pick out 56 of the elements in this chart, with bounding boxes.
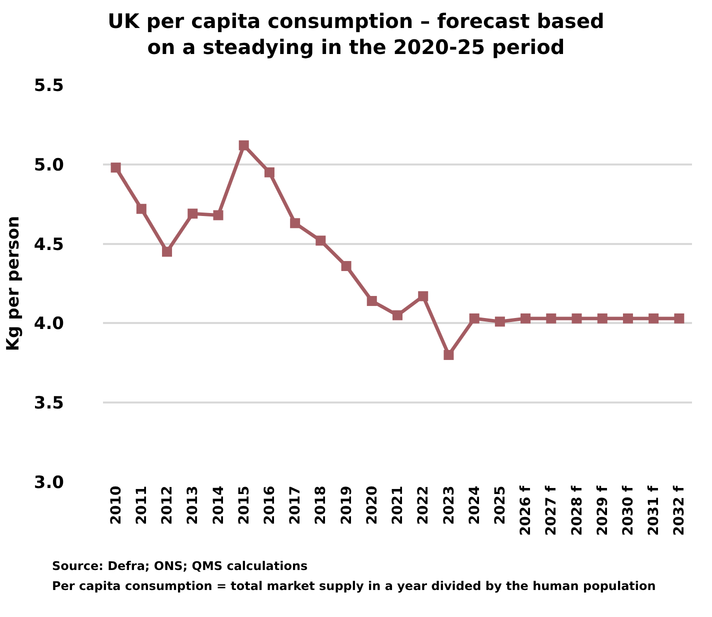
x-tick-label: 2010	[108, 486, 124, 525]
x-tick-label: 2021	[390, 486, 406, 525]
point	[418, 291, 428, 302]
y-tick-label: 3.5	[34, 394, 64, 414]
point	[162, 246, 172, 257]
point	[341, 261, 352, 272]
x-tick-label: 2027 f	[544, 484, 560, 536]
x-tick-label: 2025	[492, 486, 508, 525]
x-tick-label: 2028 f	[569, 484, 586, 536]
point	[520, 313, 531, 324]
point	[213, 210, 224, 220]
point	[572, 313, 582, 324]
point	[392, 310, 402, 320]
point	[444, 350, 454, 360]
point	[290, 218, 300, 228]
source-note: Source: Defra; ONS; QMS calculations	[52, 559, 308, 573]
point	[238, 140, 249, 150]
y-tick-label: 4.0	[34, 314, 64, 334]
point	[546, 313, 556, 324]
x-tick-label: 2030 f	[620, 484, 637, 536]
x-tick-label: 2029 f	[594, 484, 611, 536]
x-tick-label: 2018	[313, 486, 330, 525]
x-tick-label: 2012	[160, 486, 176, 525]
y-tick-label: 5.0	[34, 155, 64, 176]
x-tick-label: 2024	[466, 486, 483, 525]
x-tick-label: 2011	[134, 486, 150, 525]
point	[494, 316, 505, 327]
x-tick-label: 2032 f	[672, 484, 688, 536]
chart-title: UK per capita consumption – forecast based on a steadying in the 2020-25 period	[108, 8, 604, 59]
x-tick-label: 2020	[364, 486, 380, 525]
point	[674, 313, 684, 324]
point	[622, 313, 633, 324]
x-tick-label: 2031 f	[646, 484, 662, 536]
x-tick-label: 2022	[416, 486, 432, 525]
x-tick-label: 2023	[441, 486, 458, 525]
point	[136, 204, 146, 214]
x-tick-label: 2014	[210, 486, 227, 525]
point	[264, 167, 274, 178]
y-axis-title: Kg per person	[3, 216, 24, 352]
x-tick-label: 2019	[338, 486, 355, 525]
point	[469, 313, 480, 324]
point	[366, 296, 377, 306]
point	[316, 236, 326, 246]
point	[597, 313, 608, 324]
x-tick-label: 2026 f	[518, 484, 534, 536]
x-tick-label: 2015	[236, 486, 252, 525]
x-tick-label: 2013	[185, 486, 202, 525]
x-tick-label: 2017	[288, 486, 304, 525]
x-tick-label: 2016	[262, 486, 278, 525]
point	[188, 208, 198, 219]
y-tick-label: 4.5	[34, 234, 64, 255]
text: Per capita consumption = total market supply in a year divided by the human population	[52, 579, 656, 593]
point	[648, 313, 659, 324]
y-tick-label: 5.5	[34, 76, 64, 96]
y-tick-label: 3.0	[34, 472, 64, 493]
point	[110, 162, 121, 173]
